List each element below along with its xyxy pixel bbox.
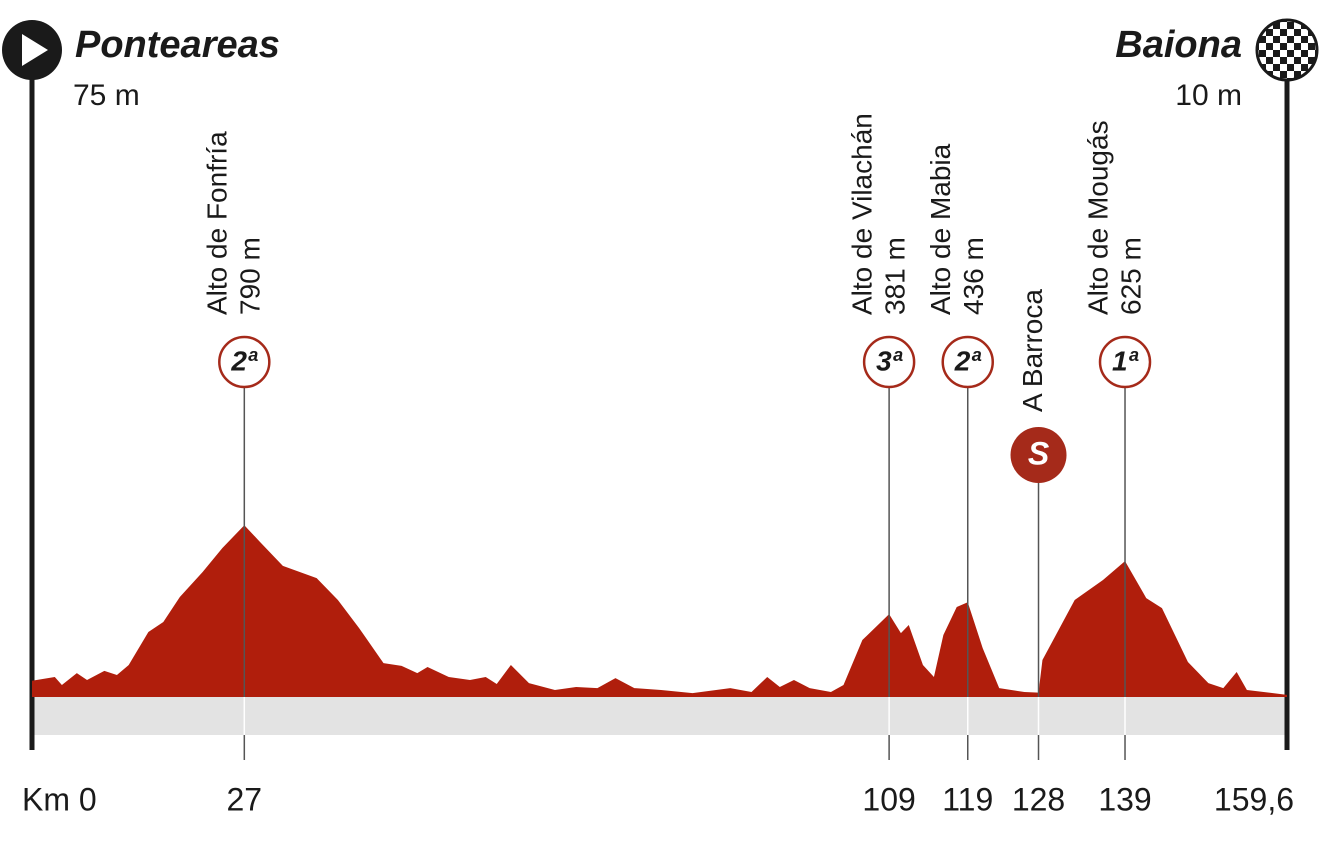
x-tick-label: Km 0	[22, 781, 97, 817]
climb-elevation: 381 m	[880, 237, 911, 315]
climb-badge	[218, 335, 271, 389]
climb-category: 2ª	[230, 345, 258, 376]
x-tick-label: 128	[1012, 781, 1065, 817]
x-tick-label: 139	[1098, 781, 1151, 817]
x-tick-label: 27	[227, 781, 263, 817]
sprint-symbol: S	[1028, 435, 1050, 471]
x-tick-label: 159,6	[1214, 781, 1294, 817]
start-elevation: 75 m	[73, 79, 140, 112]
climb-elevation: 436 m	[958, 237, 989, 315]
finish-name: Baiona	[1115, 24, 1242, 66]
climb-elevation: 790 m	[235, 237, 266, 315]
x-tick-label: 109	[862, 781, 915, 817]
climb-badge	[1098, 335, 1152, 389]
finish-elevation: 10 m	[1175, 79, 1242, 112]
climb-category: 1ª	[1112, 345, 1139, 376]
sprint-name: A Barroca	[1017, 289, 1048, 412]
climb-badge	[862, 335, 916, 389]
elevation-profile	[32, 525, 1287, 697]
climb-badge	[941, 335, 994, 389]
climb-elevation: 625 m	[1115, 237, 1146, 315]
climb-name: Alto de Mougás	[1082, 120, 1113, 315]
sprint-badge	[1010, 427, 1067, 483]
climb-name: Alto de Fonfría	[202, 131, 233, 315]
climb-name: Alto de Mabia	[925, 143, 956, 315]
finish-icon	[1255, 18, 1319, 82]
climb-category: 2ª	[954, 345, 982, 376]
x-tick-label: 119	[942, 781, 993, 817]
climb-name: Alto de Vilachán	[847, 113, 878, 315]
climb-category: 3ª	[876, 345, 903, 376]
start-name: Ponteareas	[75, 24, 280, 66]
road-band	[32, 697, 1287, 735]
start-arrow	[22, 34, 48, 66]
